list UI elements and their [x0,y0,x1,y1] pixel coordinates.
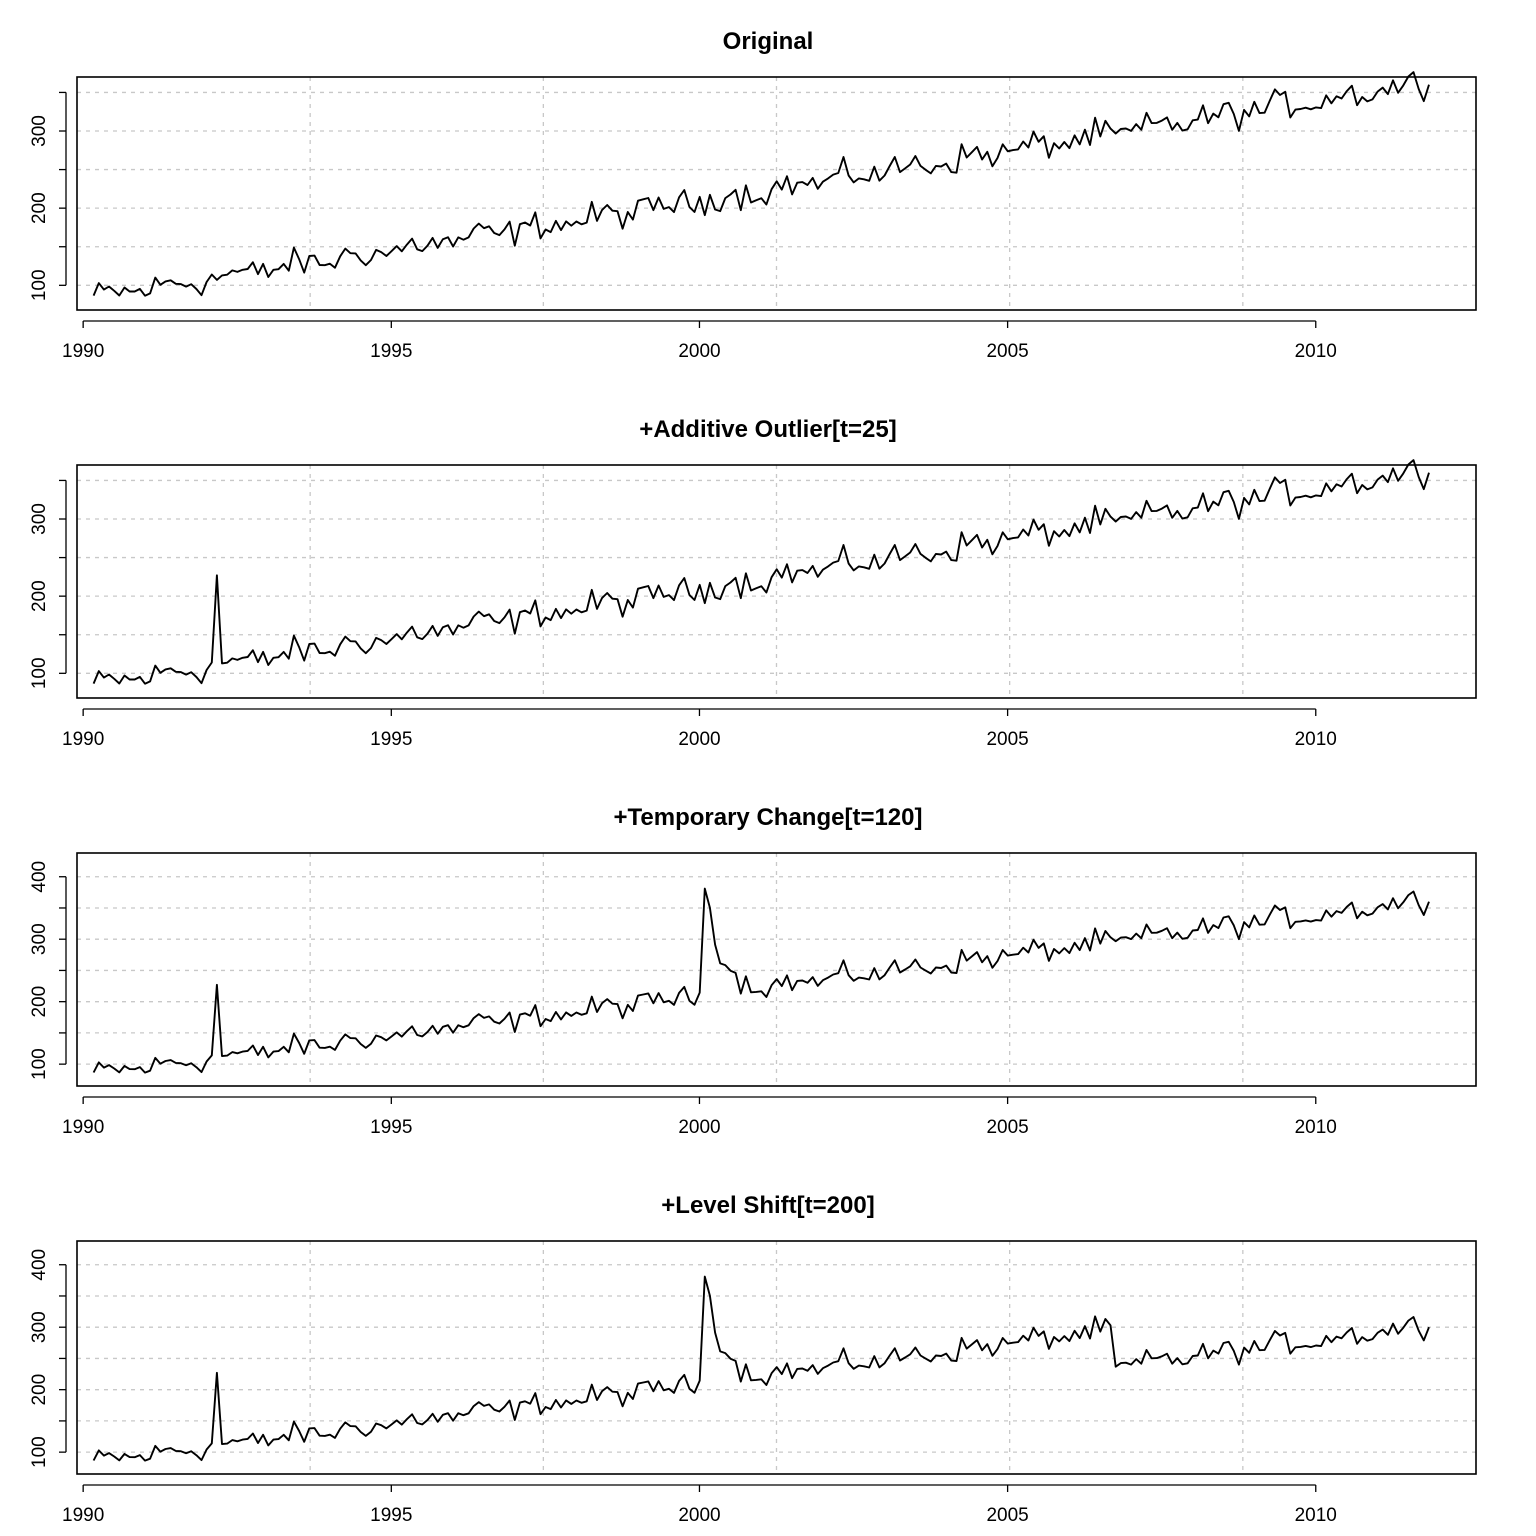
x-tick-label: 2005 [986,341,1028,362]
x-tick-label: 2000 [678,729,720,750]
x-tick-label: 2000 [678,1117,720,1138]
y-tick-label: 100 [29,1048,50,1080]
panel-original: Original 100 200 300 1990 1995 2000 2005 2010 [29,28,1477,362]
plot-frame [76,852,1477,1087]
y-tick-label: 100 [29,269,50,301]
x-tick-label: 1990 [62,341,104,362]
y-tick-label: 300 [29,923,50,955]
series-line [92,71,1430,297]
panel-level-shift: +Level Shift[t=200] 100 200 300 400 1990 1995… [29,1192,1477,1526]
x-tick-label: 1995 [370,1117,412,1138]
panel-title: +Temporary Change[t=120] [614,804,923,831]
x-tick-label: 2000 [678,1505,720,1526]
x-tick-label: 2010 [1295,729,1337,750]
y-tick-label: 200 [29,986,50,1018]
x-tick-label: 1995 [370,729,412,750]
y-tick-label: 400 [29,1249,50,1281]
y-tick-label: 100 [29,657,50,689]
x-tick-label: 1995 [370,1505,412,1526]
y-tick-label: 400 [29,861,50,893]
series-line [92,1275,1430,1462]
x-tick-label: 2010 [1295,1505,1337,1526]
panel-additive-outlier: +Additive Outlier[t=25] 100 200 300 1990 199… [29,416,1477,750]
panel-title: Original [723,28,814,55]
y-tick-label: 200 [29,580,50,612]
panel-title: +Level Shift[t=200] [661,1192,874,1219]
panel-title: +Additive Outlier[t=25] [639,416,896,443]
plot-frame [76,464,1477,699]
plot-frame [76,1240,1477,1475]
y-tick-label: 200 [29,1374,50,1406]
x-tick-label: 2010 [1295,1117,1337,1138]
panel-temporary-change: +Temporary Change[t=120] 100 200 300 400 199… [29,804,1477,1138]
y-tick-label: 300 [29,1311,50,1343]
y-tick-label: 300 [29,115,50,147]
x-tick-label: 2000 [678,341,720,362]
x-tick-label: 2005 [986,729,1028,750]
y-tick-label: 200 [29,192,50,224]
series-line [92,887,1430,1074]
plot-frame [76,76,1477,311]
x-tick-label: 2005 [986,1117,1028,1138]
x-tick-label: 2005 [986,1505,1028,1526]
x-tick-label: 2010 [1295,341,1337,362]
x-tick-label: 1995 [370,341,412,362]
x-tick-label: 1990 [62,1117,104,1138]
x-tick-label: 1990 [62,1505,104,1526]
series-line [92,459,1430,685]
x-tick-label: 1990 [62,729,104,750]
y-tick-label: 100 [29,1436,50,1468]
y-tick-label: 300 [29,503,50,535]
